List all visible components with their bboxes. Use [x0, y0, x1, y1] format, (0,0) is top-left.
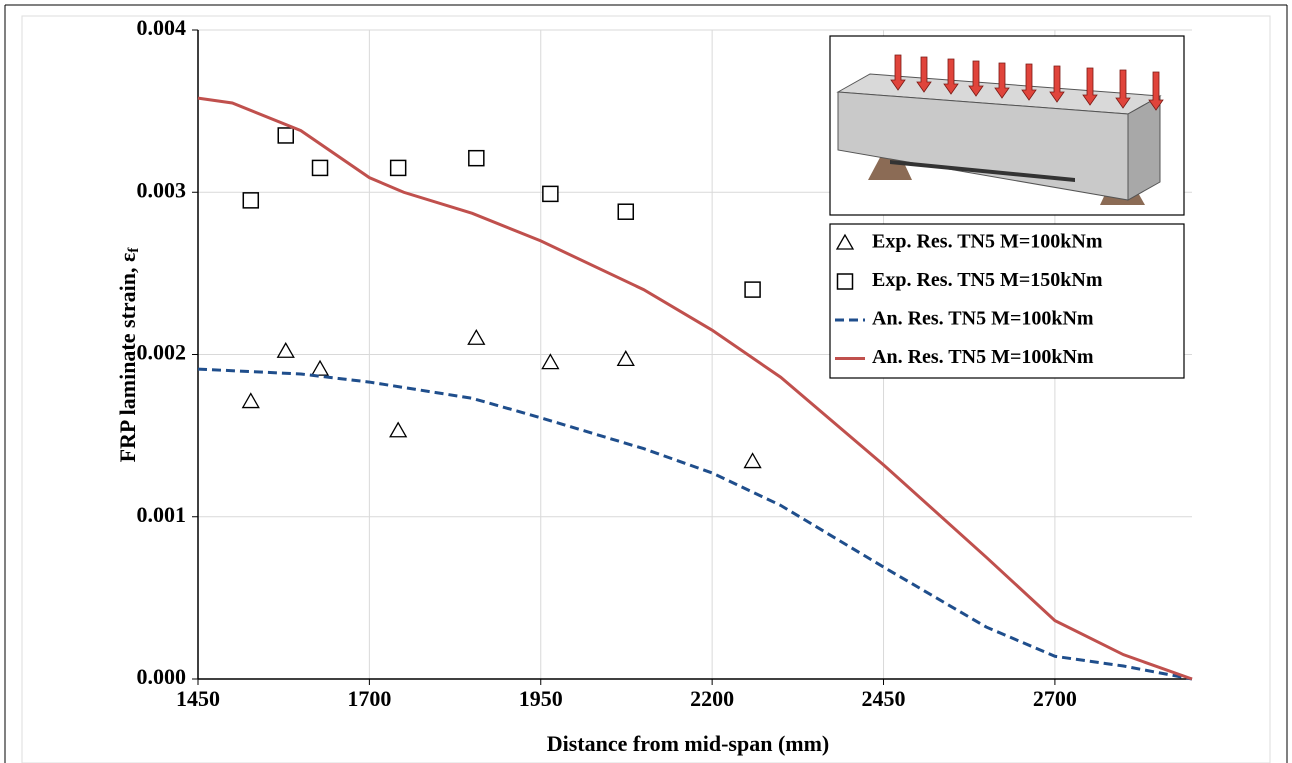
y-axis-title-main: FRP laminate strain, ε	[115, 253, 140, 463]
square-marker	[242, 192, 260, 209]
triangle-marker	[310, 359, 330, 376]
plot	[197, 30, 1193, 681]
legend-label: Exp. Res. TN5 M=100kNm	[872, 231, 1103, 253]
square-marker	[389, 159, 407, 177]
line-series	[197, 367, 1193, 681]
x-tick-label: 2700	[1033, 686, 1077, 711]
triangle-marker	[276, 341, 295, 358]
square-marker	[836, 273, 854, 290]
legend: Exp. Res. TN5 M=100kNm Exp. Res. TN5 M=15…	[829, 223, 1185, 379]
x-tick-label: 2450	[862, 686, 906, 711]
chart-area	[21, 15, 1271, 763]
triangle-marker	[616, 350, 635, 367]
triangle-marker	[389, 421, 408, 438]
y-tick-label: 0.002	[137, 340, 187, 365]
line-series	[197, 96, 1193, 681]
frp-strip	[890, 160, 1075, 182]
triangle-marker	[541, 353, 560, 370]
load-arrows	[890, 54, 1164, 111]
x-tick-label: 1450	[176, 686, 220, 711]
legend-box	[829, 223, 1185, 379]
legend-label: An. Res. TN5 M=100kNm	[872, 308, 1094, 330]
inset-illustration	[829, 35, 1185, 216]
square-marker	[744, 281, 761, 298]
y-tick-label: 0.004	[137, 15, 187, 40]
x-axis-title: Distance from mid-span (mm)	[547, 731, 830, 756]
x-tick-label: 1950	[519, 686, 563, 711]
legend-label: An. Res. TN5 M=100kNm	[872, 346, 1094, 368]
x-tick-label: 2200	[690, 686, 734, 711]
y-axis-title: FRP laminate strain, εf	[115, 247, 142, 463]
beam-side	[1127, 95, 1161, 201]
y-axis-title-subscript: f	[126, 247, 142, 253]
legend-label: Exp. Res. TN5 M=150kNm	[872, 269, 1103, 291]
y-tick-label: 0.003	[137, 177, 187, 202]
x-tick-label: 1700	[347, 686, 391, 711]
y-tick-label: 0.001	[137, 502, 187, 527]
triangle-marker	[241, 392, 260, 409]
square-marker	[468, 149, 485, 167]
square-marker	[277, 127, 294, 144]
square-marker	[542, 185, 559, 203]
triangle-marker	[467, 328, 486, 345]
square-marker	[311, 159, 329, 177]
triangle-marker	[835, 233, 855, 250]
square-marker	[617, 203, 635, 220]
triangle-marker	[743, 452, 762, 469]
y-tick-label: 0.000	[137, 664, 187, 689]
